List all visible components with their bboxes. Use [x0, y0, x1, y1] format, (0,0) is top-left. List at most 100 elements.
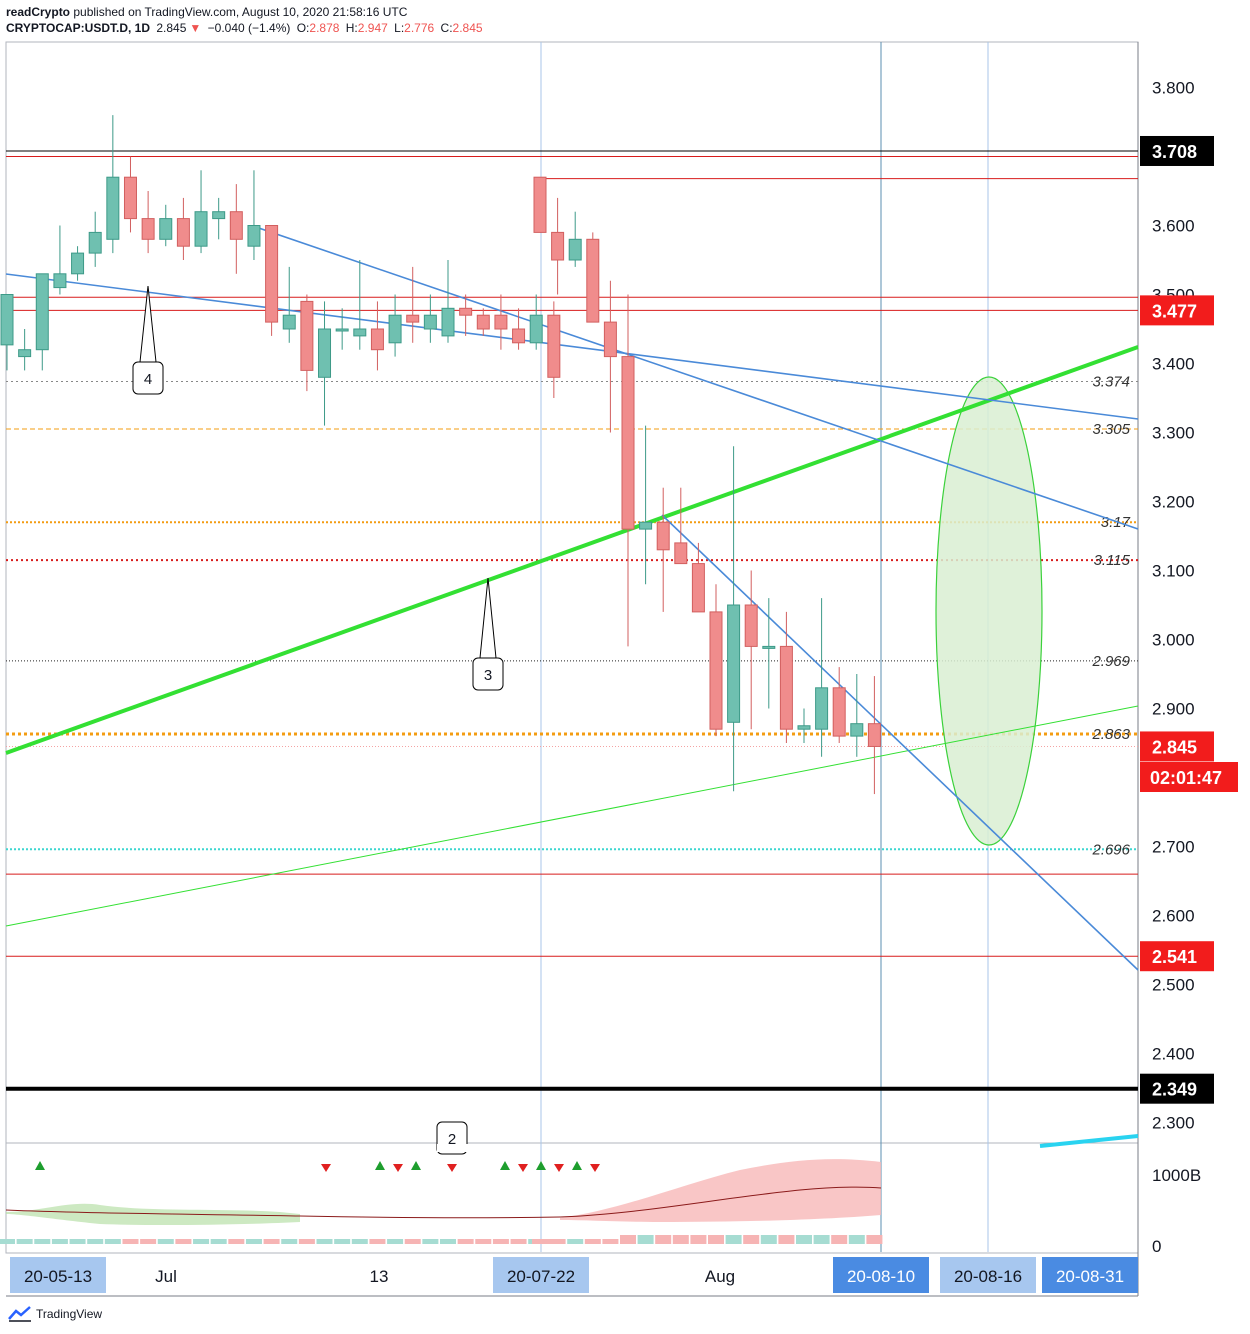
- blue-trendline-long[interactable]: [5, 273, 1139, 420]
- volume-bar: [655, 1235, 672, 1244]
- candle-body[interactable]: [194, 211, 208, 247]
- brand-name[interactable]: TradingView: [36, 1307, 103, 1321]
- candle-body[interactable]: [639, 521, 653, 530]
- candle-body[interactable]: [797, 725, 811, 730]
- volume-bar: [87, 1239, 104, 1244]
- candle-body[interactable]: [35, 273, 49, 351]
- candle-body[interactable]: [762, 645, 776, 649]
- candle-body[interactable]: [744, 604, 758, 647]
- candle-body[interactable]: [832, 687, 846, 737]
- volume-bar: [34, 1239, 51, 1244]
- candle-body[interactable]: [547, 314, 561, 378]
- candle-body[interactable]: [533, 176, 547, 233]
- thin-green-trendline[interactable]: [5, 705, 1139, 927]
- volume-bar: [422, 1239, 439, 1244]
- candle-body[interactable]: [586, 238, 600, 323]
- price-change: −0.040 (−1.4%): [207, 21, 291, 35]
- volume-bar: [510, 1239, 527, 1244]
- volume-bar: [140, 1239, 157, 1244]
- candle-body[interactable]: [388, 314, 402, 344]
- price-tick-label: 3.100: [1152, 562, 1195, 581]
- candle-body[interactable]: [815, 687, 829, 730]
- time-tick-label: Jul: [155, 1267, 177, 1286]
- callout-box: [132, 361, 164, 395]
- candle-body[interactable]: [0, 294, 14, 346]
- volume-bar: [743, 1235, 760, 1244]
- candle-body[interactable]: [353, 328, 367, 337]
- candle-body[interactable]: [423, 314, 437, 330]
- countdown-badge: [1140, 762, 1238, 792]
- symbol-label[interactable]: CRYPTOCAP:USDT.D, 1D: [6, 21, 151, 35]
- candle-body[interactable]: [406, 314, 420, 323]
- candle-body[interactable]: [318, 328, 332, 378]
- candle-body[interactable]: [459, 307, 473, 316]
- candle-body[interactable]: [282, 314, 296, 330]
- price-tick-label: 2.500: [1152, 976, 1195, 995]
- candle-body[interactable]: [476, 314, 490, 330]
- candle-body[interactable]: [53, 273, 67, 289]
- candle-body[interactable]: [18, 349, 32, 358]
- level-value-label: 3.17: [1101, 514, 1131, 531]
- volume-bar: [475, 1239, 492, 1244]
- candle-body[interactable]: [229, 211, 243, 240]
- blue-trendline-mid[interactable]: [252, 225, 1139, 530]
- candle-body[interactable]: [106, 176, 120, 240]
- candle-body[interactable]: [141, 218, 155, 240]
- candle-body[interactable]: [441, 307, 455, 337]
- candle-body[interactable]: [603, 321, 617, 358]
- candle-body[interactable]: [176, 218, 190, 247]
- signal-down-icon: [393, 1164, 403, 1172]
- volume-bar: [708, 1235, 724, 1244]
- volume-bar: [584, 1239, 601, 1244]
- volume-bar: [263, 1239, 280, 1244]
- candle-body[interactable]: [265, 225, 279, 323]
- candle-body[interactable]: [551, 231, 565, 261]
- time-tick-label: 20-08-10: [847, 1267, 915, 1286]
- candle-body[interactable]: [779, 645, 793, 730]
- candle-body[interactable]: [212, 211, 226, 220]
- candle-body[interactable]: [656, 521, 670, 551]
- time-tick-label: Aug: [705, 1267, 735, 1286]
- candle-body[interactable]: [335, 328, 349, 332]
- chart-header: readCrypto published on TradingView.com,…: [6, 4, 486, 36]
- volume-bar: [122, 1239, 139, 1244]
- candle-body[interactable]: [727, 604, 741, 723]
- last-price: 2.845: [156, 21, 187, 35]
- volume-bar: [672, 1235, 689, 1244]
- volume-bar: [228, 1239, 245, 1244]
- time-axis-badge: [493, 1257, 589, 1293]
- candle-body[interactable]: [674, 542, 688, 565]
- candle-body[interactable]: [529, 314, 543, 344]
- candle-body[interactable]: [300, 300, 314, 371]
- price-chart[interactable]: 3.374 3.305 3.17 3.115 2.969 2.863 2.696 4 3 2 3.8…: [0, 0, 1250, 1300]
- blue-trendline-steep[interactable]: [661, 514, 1139, 971]
- candle-body[interactable]: [568, 238, 582, 261]
- candle-body[interactable]: [691, 563, 705, 613]
- price-tick-label: 2.700: [1152, 838, 1195, 857]
- candle-body[interactable]: [512, 328, 526, 344]
- price-tick-label: 2.400: [1152, 1045, 1195, 1064]
- volume-bar: [404, 1239, 421, 1244]
- candle-body[interactable]: [88, 231, 102, 254]
- candle-body[interactable]: [494, 314, 508, 330]
- candle-body[interactable]: [621, 356, 635, 530]
- author-name[interactable]: readCrypto: [6, 5, 71, 19]
- volume-bar: [549, 1239, 566, 1244]
- cyan-trendline[interactable]: [1039, 1134, 1139, 1148]
- volume-bar: [16, 1239, 33, 1244]
- volume-bar: [281, 1239, 298, 1244]
- candle-body[interactable]: [709, 611, 723, 730]
- green-trendline[interactable]: [5, 345, 1139, 755]
- candle-body[interactable]: [247, 225, 261, 247]
- candle-body[interactable]: [370, 328, 384, 351]
- candle-body[interactable]: [123, 176, 137, 220]
- time-axis-badge: [1042, 1257, 1138, 1293]
- signal-up-icon: [35, 1161, 45, 1170]
- price-badge-label: 3.708: [1152, 142, 1197, 162]
- volume-bar: [567, 1239, 584, 1244]
- candle-body[interactable]: [867, 723, 881, 747]
- candle-body[interactable]: [850, 723, 864, 737]
- candle-body[interactable]: [71, 252, 85, 275]
- time-axis-badge: [833, 1257, 929, 1293]
- candle-body[interactable]: [159, 218, 173, 240]
